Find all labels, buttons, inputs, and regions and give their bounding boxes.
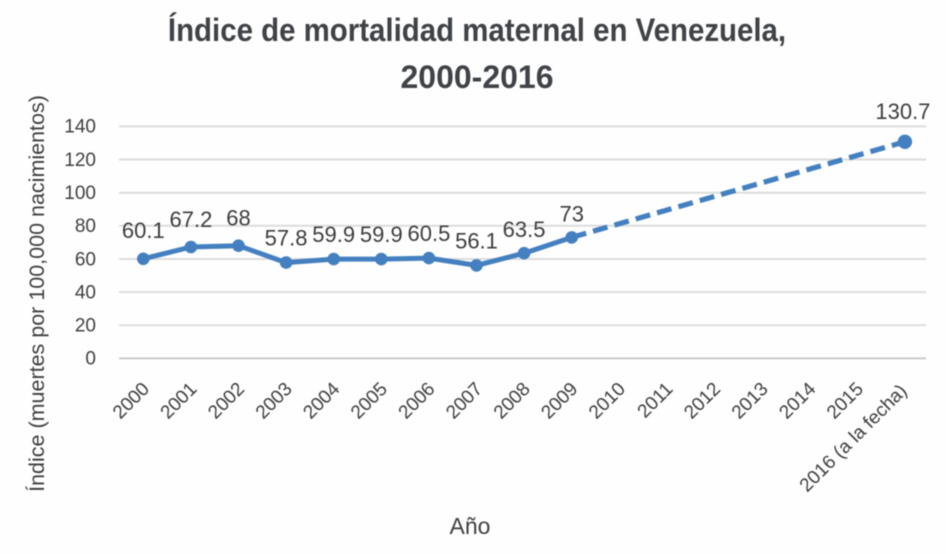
svg-text:57.8: 57.8 bbox=[265, 226, 308, 251]
svg-text:73: 73 bbox=[559, 201, 583, 226]
svg-text:56.1: 56.1 bbox=[455, 228, 498, 253]
svg-text:59.9: 59.9 bbox=[360, 222, 403, 247]
svg-text:60.5: 60.5 bbox=[407, 221, 450, 246]
svg-text:0: 0 bbox=[85, 349, 96, 370]
svg-text:Año: Año bbox=[450, 513, 491, 539]
svg-text:68: 68 bbox=[226, 206, 250, 231]
svg-text:40: 40 bbox=[75, 282, 96, 303]
svg-text:130.7: 130.7 bbox=[875, 99, 930, 124]
svg-text:60.1: 60.1 bbox=[122, 218, 165, 243]
svg-text:Índice de mortalidad maternal: Índice de mortalidad maternal en Venezue… bbox=[168, 12, 786, 48]
svg-text:2000-2016: 2000-2016 bbox=[400, 59, 553, 95]
svg-text:67.2: 67.2 bbox=[169, 207, 212, 232]
svg-text:59.9: 59.9 bbox=[312, 222, 355, 247]
svg-text:20: 20 bbox=[75, 316, 96, 337]
svg-text:Índice (muertes por 100,000 na: Índice (muertes por 100,000 nacimientos) bbox=[24, 95, 49, 492]
svg-text:120: 120 bbox=[64, 150, 96, 171]
svg-text:63.5: 63.5 bbox=[503, 217, 546, 242]
svg-text:60: 60 bbox=[75, 249, 96, 270]
svg-text:100: 100 bbox=[64, 183, 96, 204]
svg-text:140: 140 bbox=[64, 117, 96, 138]
svg-text:80: 80 bbox=[75, 216, 96, 237]
